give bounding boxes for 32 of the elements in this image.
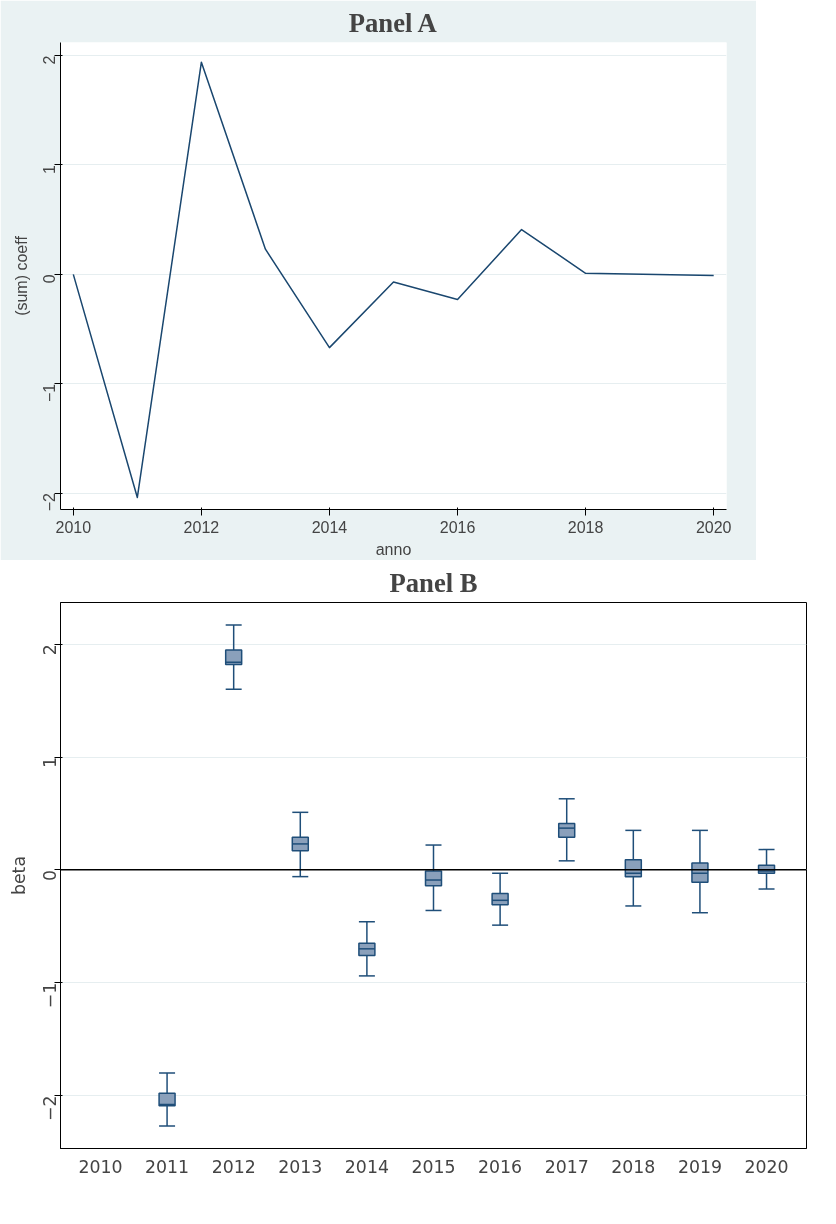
chart-title: Panel B — [389, 567, 478, 598]
y-tick-label: 0 — [40, 869, 60, 881]
y-tick-label: −2 — [41, 492, 59, 512]
x-tick-label: 2020 — [744, 1156, 789, 1177]
x-tick-label: 2018 — [611, 1156, 656, 1177]
y-tick-label: 1 — [41, 164, 59, 174]
x-tick-label: 2011 — [145, 1156, 190, 1177]
x-tick-label: 2015 — [411, 1156, 456, 1177]
y-axis-title: (sum) coeff — [12, 235, 30, 316]
x-tick-label: 2013 — [278, 1156, 323, 1177]
y-axis-title: beta — [8, 855, 29, 896]
x-tick-label: 2017 — [544, 1156, 589, 1177]
x-tick-label: 2012 — [211, 1156, 256, 1177]
x-axis-title: anno — [375, 540, 412, 558]
y-tick-label: 1 — [40, 757, 60, 769]
x-tick-label: 2016 — [478, 1156, 523, 1177]
y-tick-label: 2 — [40, 644, 60, 656]
x-tick-label: 2014 — [311, 518, 348, 536]
x-tick-label: 2020 — [695, 518, 732, 536]
y-tick-label: −1 — [40, 982, 60, 1009]
chart-title: Panel A — [348, 7, 438, 38]
y-tick-label: −2 — [40, 1095, 60, 1122]
x-tick-label: 2010 — [78, 1156, 123, 1177]
x-tick-label: 2010 — [55, 518, 92, 536]
x-tick-label: 2018 — [567, 518, 604, 536]
x-tick-label: 2012 — [183, 518, 220, 536]
y-tick-label: 2 — [41, 55, 59, 65]
x-tick-label: 2014 — [344, 1156, 389, 1177]
y-tick-label: 0 — [41, 274, 59, 284]
x-tick-label: 2019 — [677, 1156, 722, 1177]
x-tick-label: 2016 — [439, 518, 476, 536]
y-tick-label: −1 — [41, 383, 59, 402]
